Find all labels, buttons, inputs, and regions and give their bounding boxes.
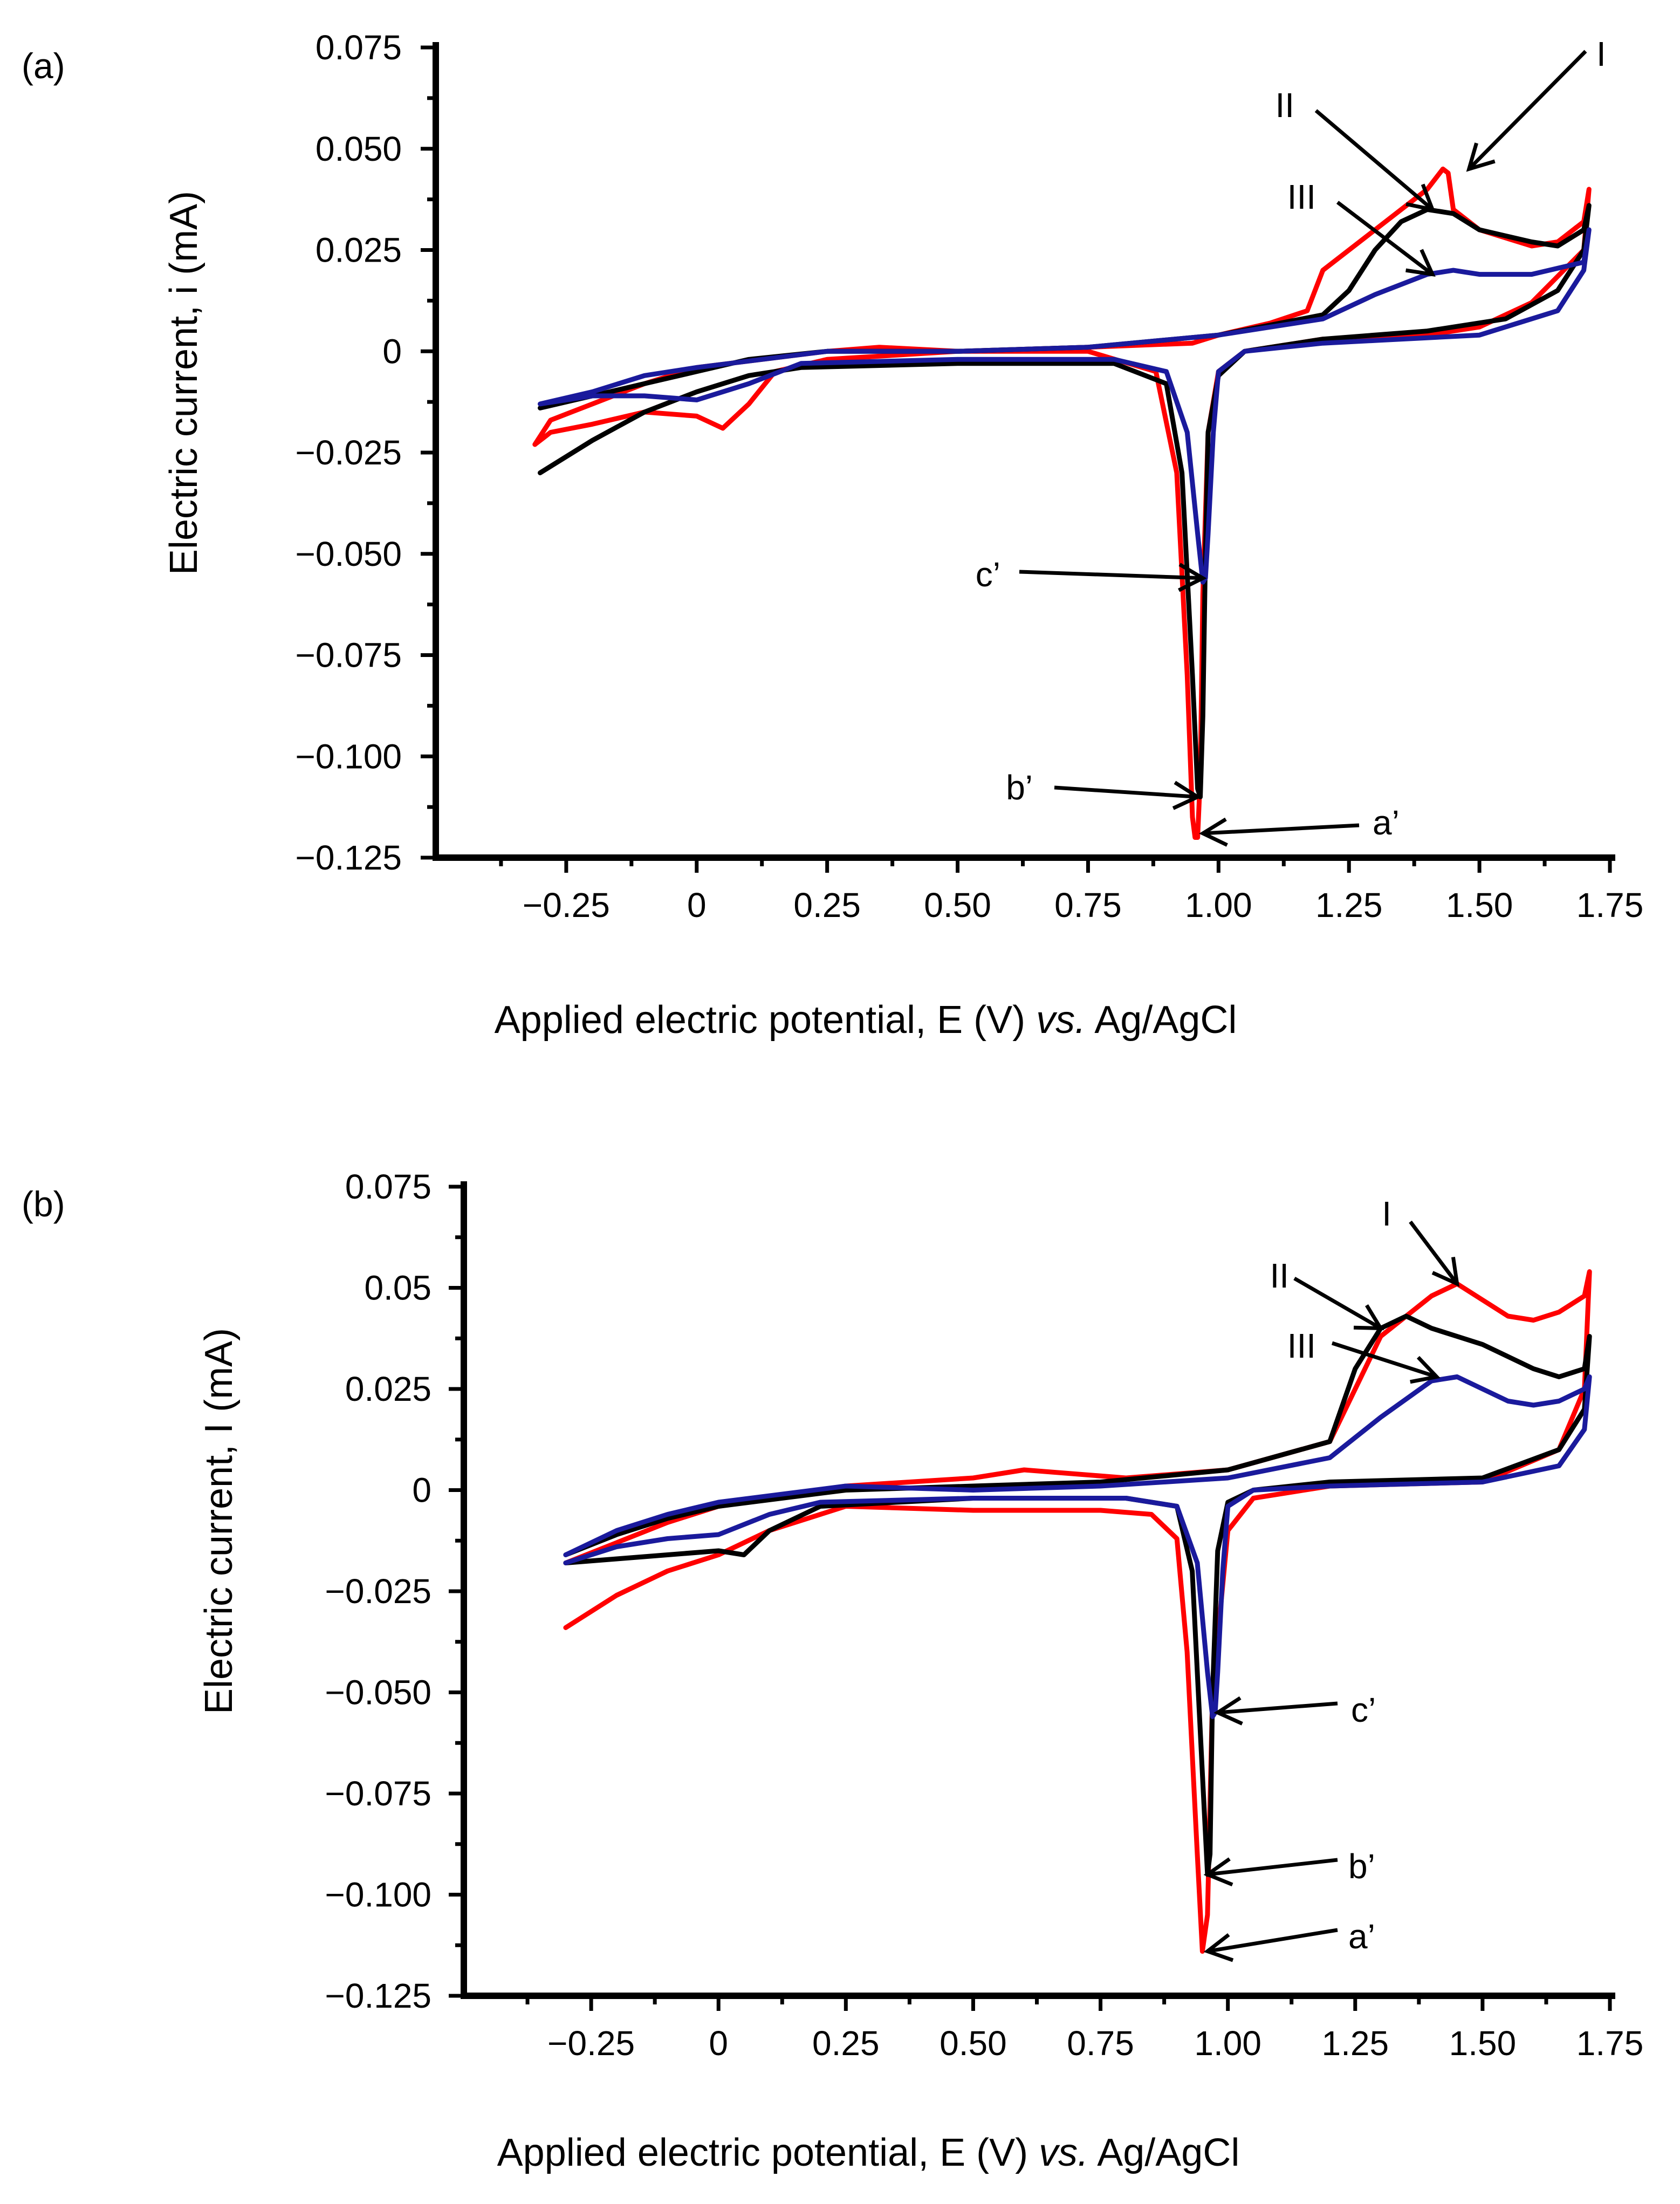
x-tick-label-b: 1.50	[1449, 2024, 1517, 2063]
y-tick-label-b: 0.025	[345, 1370, 431, 1408]
ticks-b: 0.075 0.05 0.025 0 −0.025 −0.050 −0.075 −0.100 −…	[325, 1167, 1643, 2063]
annotation-arrowhead-a	[1405, 249, 1436, 277]
series-group-b	[563, 1269, 1592, 1954]
x-axis-title-italic-a: vs.	[1036, 998, 1086, 1042]
annotation-arrowhead-a	[1199, 817, 1228, 847]
annotation-arrowhead-a	[1405, 183, 1436, 213]
annotation-arrowhead-b	[1213, 1696, 1243, 1726]
annotation-label-b: I	[1382, 1194, 1391, 1233]
x-tick-label-a: 1.50	[1446, 886, 1513, 925]
y-tick-label-b: 0	[412, 1471, 431, 1510]
annotation-arrow-a	[1054, 785, 1198, 799]
annotation-label-a: a’	[1373, 803, 1400, 842]
x-tick-label-b: 1.75	[1576, 2024, 1644, 2063]
y-tick-label-a: −0.075	[295, 636, 402, 675]
y-tick-label-b: 0.075	[345, 1167, 431, 1206]
annotation-label-a: I	[1596, 35, 1606, 73]
annotation-label-a: III	[1287, 177, 1316, 216]
annotation-arrowhead-b	[1410, 1356, 1441, 1384]
x-axis-title-main-a: Applied electric potential, E (V)	[495, 998, 1036, 1042]
annotation-arrow-a	[1203, 823, 1360, 836]
annotation-label-b: c’	[1351, 1690, 1376, 1729]
panel-a: (a) Electric current, i (mA) Applied ele…	[22, 28, 1643, 1042]
x-tick-label-b: 0.50	[940, 2024, 1007, 2063]
x-tick-label-b: −0.25	[547, 2024, 635, 2063]
annotation-arrow-b	[1207, 1928, 1338, 1953]
x-tick-label-a: 0.50	[924, 886, 991, 925]
y-axis-title-b: Electric current, I (mA)	[197, 1328, 241, 1714]
x-tick-label-b: 1.25	[1321, 2024, 1389, 2063]
annotation-arrow-a	[1314, 109, 1434, 211]
annotation-arrow-b	[1409, 1220, 1459, 1285]
y-tick-label-b: −0.075	[325, 1774, 431, 1813]
y-tick-label-a: 0	[382, 332, 402, 371]
y-tick-label-a: 0.075	[316, 28, 402, 67]
y-tick-label-b: 0.05	[364, 1269, 431, 1308]
x-tick-label-a: −0.25	[523, 886, 610, 925]
annotation-arrowhead-b	[1203, 1857, 1233, 1887]
annotation-arrow-b	[1207, 1858, 1338, 1877]
annotation-arrow-a	[1468, 50, 1587, 170]
x-tick-label-a: 0	[687, 886, 707, 925]
series-c-curve-b	[563, 1374, 1592, 1719]
panel-b: (b) Electric current, I (mA) Applied ele…	[22, 1167, 1643, 2174]
y-tick-label-a: −0.050	[295, 535, 402, 573]
annotation-arrow-a	[1336, 201, 1434, 276]
y-tick-label-a: −0.100	[295, 737, 402, 776]
x-axis-title-tail-a: Ag/AgCl	[1086, 998, 1237, 1042]
annotation-arrow-b	[1217, 1701, 1338, 1715]
y-tick-label-b: −0.125	[325, 1976, 431, 2015]
x-tick-label-b: 0	[709, 2024, 728, 2063]
annotation-label-a: II	[1275, 86, 1294, 125]
series-b-curve-b	[563, 1313, 1592, 1877]
x-tick-label-a: 1.75	[1576, 886, 1644, 925]
series-c-curve-a	[538, 227, 1592, 585]
x-axis-title-main-b: Applied electric potential, E (V)	[497, 2131, 1039, 2174]
x-axis-title-italic-b: vs.	[1039, 2131, 1088, 2174]
series-group-a	[532, 166, 1592, 840]
annotation-arrow-b	[1331, 1341, 1437, 1379]
annotation-label-b: a’	[1348, 1917, 1375, 1956]
annotation-label-b: III	[1287, 1326, 1316, 1365]
x-axis-title-tail-b: Ag/AgCl	[1088, 2131, 1239, 2174]
panel-label-b: (b)	[22, 1184, 65, 1224]
annotation-arrowhead-a	[1466, 142, 1496, 172]
annotation-arrowhead-b	[1203, 1933, 1234, 1962]
annotation-arrow-a	[1019, 570, 1203, 580]
annotation-label-a: b’	[1006, 768, 1033, 807]
y-axis-title-a: Electric current, i (mA)	[162, 191, 205, 575]
annotation-label-a: c’	[976, 555, 1000, 594]
annotation-arrowhead-a	[1178, 563, 1207, 592]
x-tick-label-b: 0.75	[1067, 2024, 1134, 2063]
y-tick-label-b: −0.100	[325, 1876, 431, 1914]
series-b-curve-a	[538, 203, 1592, 799]
x-tick-label-a: 0.75	[1054, 886, 1122, 925]
x-axis-title-b: Applied electric potential, E (V) vs. Ag…	[497, 2131, 1240, 2174]
y-tick-label-b: −0.025	[325, 1572, 431, 1611]
panel-label-a: (a)	[22, 46, 65, 86]
annotation-arrowhead-b	[1353, 1304, 1384, 1331]
annotation-arrowhead-a	[1172, 781, 1202, 810]
annotation-label-b: b’	[1348, 1847, 1375, 1886]
y-tick-label-a: −0.125	[295, 838, 402, 877]
annotation-arrow-b	[1293, 1276, 1382, 1330]
y-tick-label-b: −0.050	[325, 1673, 431, 1712]
annotation-label-b: II	[1270, 1256, 1289, 1295]
x-tick-label-a: 0.25	[793, 886, 861, 925]
x-tick-label-b: 0.25	[812, 2024, 880, 2063]
x-tick-label-b: 1.00	[1194, 2024, 1261, 2063]
x-tick-label-a: 1.00	[1185, 886, 1252, 925]
annotation-arrowhead-b	[1431, 1257, 1460, 1287]
y-tick-label-a: 0.025	[316, 231, 402, 270]
y-tick-label-a: −0.025	[295, 433, 402, 472]
ticks-a: 0.075 0.050 0.025 0 −0.025 −0.050 −0.075 −0.100…	[295, 28, 1643, 925]
y-tick-label-a: 0.050	[316, 129, 402, 168]
x-axis-title-a: Applied electric potential, E (V) vs. Ag…	[495, 998, 1237, 1042]
x-tick-label-a: 1.25	[1315, 886, 1383, 925]
